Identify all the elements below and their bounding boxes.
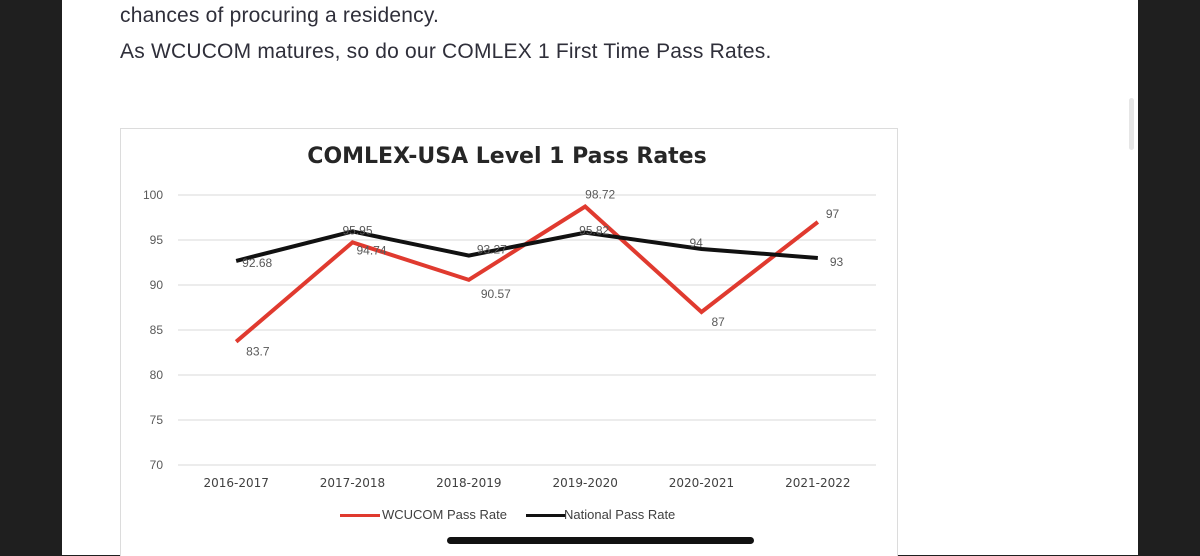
data-label: 90.57 <box>481 287 511 301</box>
article-text-line: chances of procuring a residency. <box>120 4 440 27</box>
x-tick-label: 2018-2019 <box>436 476 501 490</box>
data-label: 97 <box>826 207 840 221</box>
chart-title: COMLEX-USA Level 1 Pass Rates <box>307 144 707 169</box>
y-tick-label: 80 <box>150 368 164 382</box>
data-label: 95.95 <box>343 223 373 237</box>
home-indicator <box>447 537 754 544</box>
legend-label-national: National Pass Rate <box>564 507 676 522</box>
x-tick-label: 2020-2021 <box>669 476 734 490</box>
chart-image <box>120 128 898 556</box>
data-label: 83.7 <box>246 345 270 359</box>
legend-swatch-wcucom <box>340 514 380 517</box>
legend-label-wcucom: WCUCOM Pass Rate <box>382 507 507 522</box>
y-tick-label: 90 <box>150 278 164 292</box>
y-tick-label: 100 <box>143 188 163 202</box>
data-label: 87 <box>712 315 726 329</box>
data-label: 93.27 <box>477 243 507 257</box>
y-tick-label: 75 <box>150 413 164 427</box>
data-label: 95.82 <box>579 224 609 238</box>
data-label: 94.74 <box>357 243 387 257</box>
data-label: 92.68 <box>242 256 272 270</box>
x-tick-label: 2021-2022 <box>785 476 850 490</box>
y-tick-label: 85 <box>150 323 164 337</box>
scrollbar-thumb[interactable] <box>1129 98 1134 150</box>
data-label: 98.72 <box>585 188 615 202</box>
data-label: 93 <box>830 255 844 269</box>
x-tick-label: 2017-2018 <box>320 476 385 490</box>
x-tick-label: 2019-2020 <box>552 476 617 490</box>
y-tick-label: 70 <box>150 458 164 472</box>
y-tick-label: 95 <box>150 233 164 247</box>
scrollbar-track <box>1138 0 1200 555</box>
series-line-national <box>235 229 818 263</box>
article-text-line: As WCUCOM matures, so do our COMLEX 1 Fi… <box>120 40 772 63</box>
x-tick-label: 2016-2017 <box>203 476 268 490</box>
data-label: 94 <box>690 236 704 250</box>
series-line-wcucom <box>234 204 820 344</box>
legend-swatch-national <box>526 514 566 517</box>
